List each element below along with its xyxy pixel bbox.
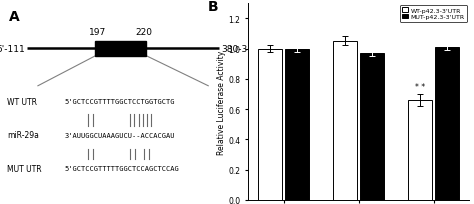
Text: 197: 197: [89, 28, 106, 37]
Text: 220: 220: [136, 28, 153, 37]
Text: * *: * *: [415, 82, 425, 91]
Bar: [333, 42, 357, 200]
Text: A: A: [9, 10, 20, 24]
Bar: [408, 101, 432, 200]
Legend: WT-p42.3-3'UTR, MUT-p42.3-3'UTR: WT-p42.3-3'UTR, MUT-p42.3-3'UTR: [400, 6, 467, 23]
Bar: [285, 49, 309, 200]
Text: 5'GCTCCGTTTTGGCTCCTGGTGCTG: 5'GCTCCGTTTTGGCTCCTGGTGCTG: [64, 99, 175, 105]
Text: B: B: [208, 0, 219, 14]
Bar: [95, 42, 146, 57]
Bar: [258, 49, 282, 200]
Text: WT UTR: WT UTR: [7, 98, 37, 106]
Bar: [435, 48, 459, 200]
Text: 3'AUUGGCUAAAGUCU--ACCACGAU: 3'AUUGGCUAAAGUCU--ACCACGAU: [64, 132, 175, 138]
Text: MUT UTR: MUT UTR: [7, 164, 42, 173]
Y-axis label: Relative Luciferase Activity: Relative Luciferase Activity: [217, 50, 226, 154]
Text: miR-29a: miR-29a: [7, 131, 39, 140]
Text: 5'-111: 5'-111: [0, 45, 25, 54]
Text: 380-3': 380-3': [221, 45, 250, 54]
Bar: [360, 54, 384, 200]
Text: 5'GCTCCGTTTTTGGCTCCAGCTCCAG: 5'GCTCCGTTTTTGGCTCCAGCTCCAG: [64, 166, 179, 172]
